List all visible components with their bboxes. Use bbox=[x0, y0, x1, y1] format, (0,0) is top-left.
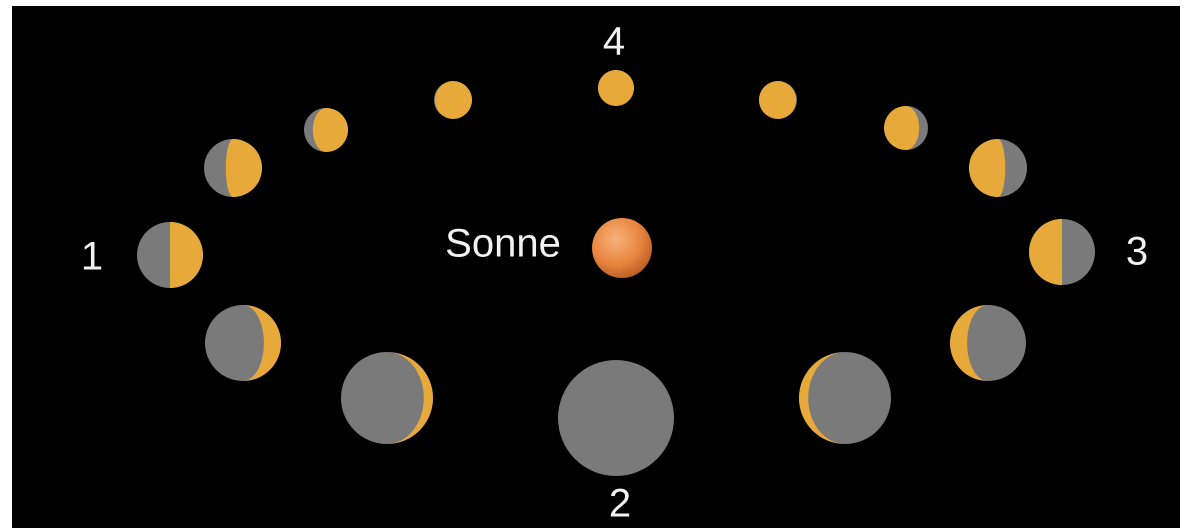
position-label: 3 bbox=[1126, 230, 1148, 274]
dark-side bbox=[558, 360, 674, 476]
position-label: 1 bbox=[81, 235, 103, 279]
lit-side bbox=[598, 70, 634, 106]
lit-side bbox=[435, 81, 472, 119]
page: {"labels": {"position_1": "1", "position… bbox=[0, 0, 1192, 530]
phase-diagram: Sonne 1 2 3 4 bbox=[0, 0, 1192, 530]
sun bbox=[592, 218, 652, 278]
sun-label: Sonne bbox=[445, 222, 561, 266]
lit-side bbox=[759, 81, 796, 119]
position-label: 4 bbox=[603, 20, 625, 64]
position-label: 2 bbox=[609, 482, 631, 526]
